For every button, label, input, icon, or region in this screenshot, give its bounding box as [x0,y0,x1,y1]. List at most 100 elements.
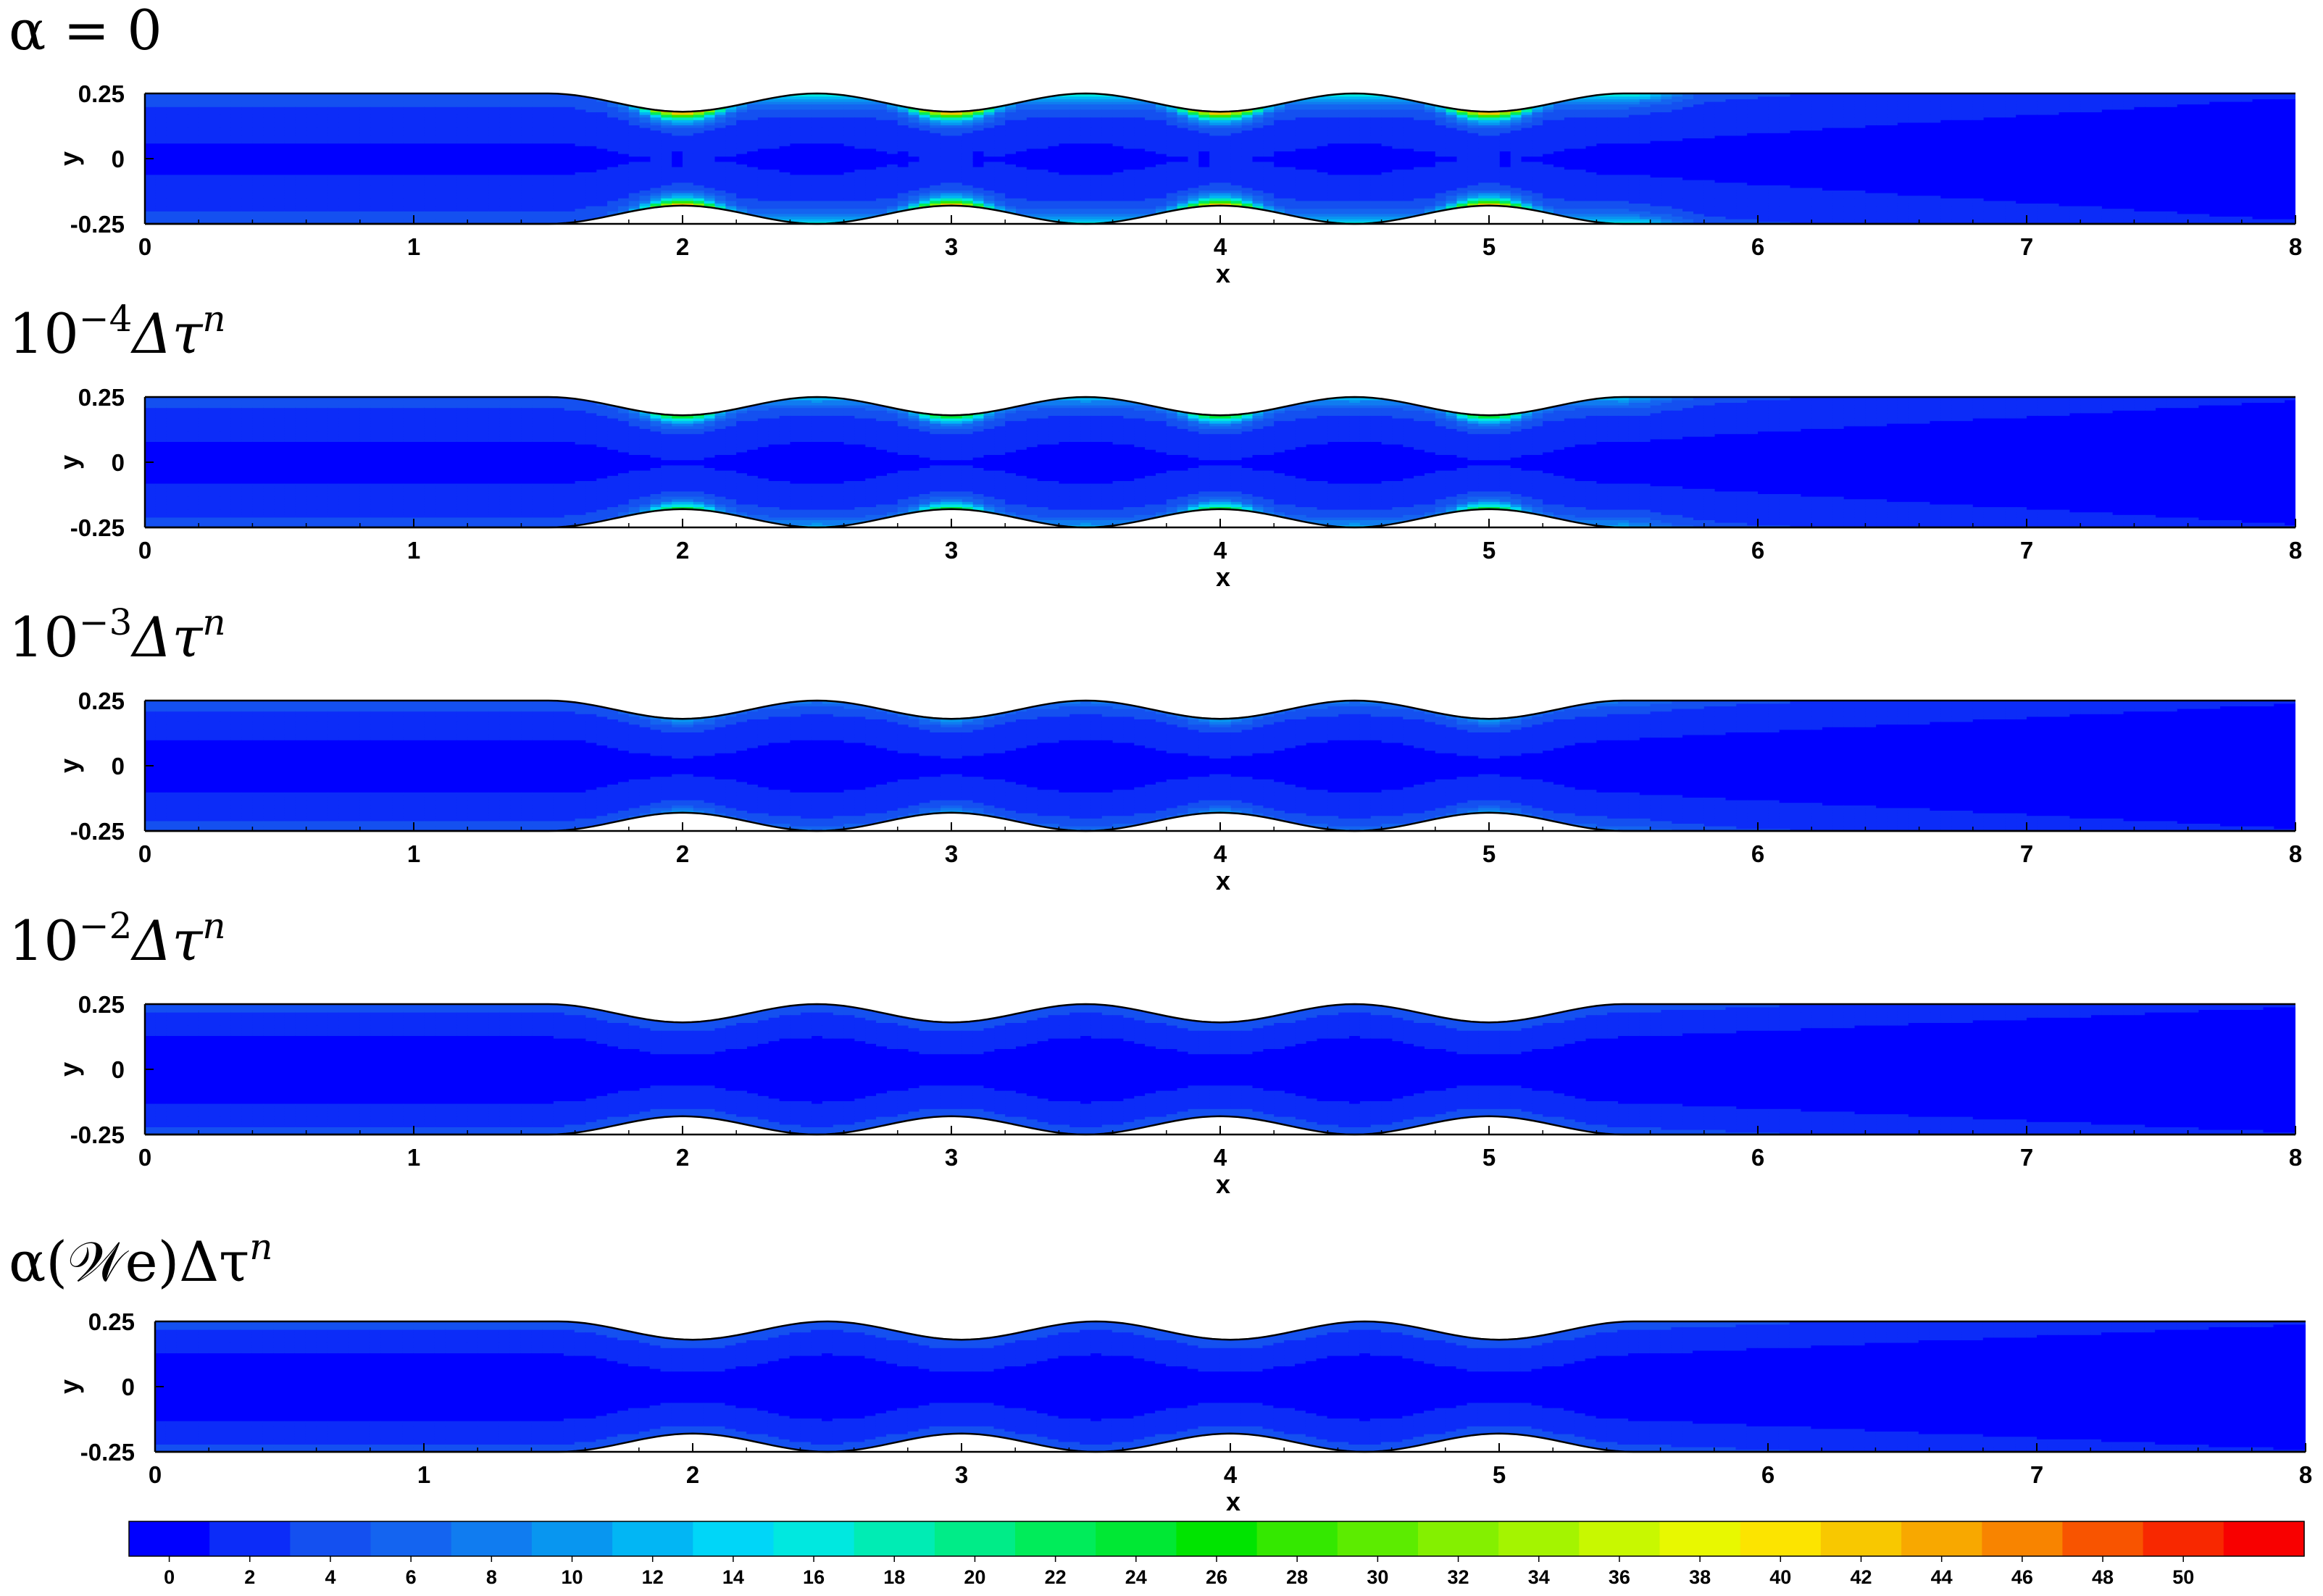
panel-title: 10−2Δτn [9,905,226,973]
y-axis-label: y [54,1062,84,1077]
x-tick-label: 1 [417,1461,430,1488]
x-tick-label: 0 [138,233,151,260]
x-tick-label: 2 [686,1461,699,1488]
y-tick-label: 0.25 [88,1308,135,1335]
y-tick-label: 0 [122,1374,135,1400]
colorbar-swatch [370,1521,452,1556]
panel-2: 10−4Δτn 0 1 2 3 4 5 6 7 8 0.25 0 -0.25 x y [9,298,2302,592]
x-tick-label: 2 [676,233,689,260]
x-tick-label: 8 [2289,233,2302,260]
colorbar-tick-label: 6 [406,1566,417,1588]
y-tick-label: -0.25 [70,818,125,845]
y-tick-label: 0 [112,753,125,780]
y-axis-label: y [54,455,84,469]
panel-5: α(𝒲e)Δτn 0 1 2 3 4 5 6 7 8 0.25 0 -0.25 x y [9,1226,2312,1516]
colorbar-swatch [451,1521,533,1556]
colorbar-swatch [129,1521,210,1556]
x-tick-label: 2 [676,1144,689,1171]
colorbar-swatch [1096,1521,1177,1556]
x-axis-label: x [1226,1487,1240,1516]
colorbar-tick-label: 18 [883,1566,905,1588]
x-tick-label: 6 [1751,537,1764,564]
x-tick-label: 5 [1493,1461,1506,1488]
colorbar-tick-label: 10 [561,1566,583,1588]
colorbar-tick-label: 28 [1286,1566,1308,1588]
colorbar-tick-label: 24 [1125,1566,1147,1588]
colorbar-swatch [1659,1521,1741,1556]
x-tick-label: 3 [945,1144,958,1171]
colorbar-swatch [1418,1521,1499,1556]
x-tick-label: 5 [1482,840,1496,867]
y-tick-label: 0 [112,146,125,172]
colorbar-tick-label: 26 [1206,1566,1227,1588]
panel-4: 10−2Δτn 0 1 2 3 4 5 6 7 8 0.25 0 -0.25 x y [9,905,2302,1199]
x-tick-label: 6 [1751,233,1764,260]
colorbar-tick-label: 2 [244,1566,255,1588]
y-tick-label: 0.25 [78,991,125,1018]
x-tick-label: 3 [945,537,958,564]
upper-wall [145,396,2295,417]
x-tick-label: 2 [676,537,689,564]
x-tick-label: 7 [2020,1144,2033,1171]
x-tick-label: 7 [2020,840,2033,867]
x-axis-label: x [1216,1169,1230,1199]
colorbar-swatch [1498,1521,1580,1556]
x-axis-label: x [1216,259,1230,288]
contour-field [155,1321,2306,1452]
x-tick-label: 0 [138,537,151,564]
x-tick-label: 1 [407,840,420,867]
x-tick-label: 4 [1214,840,1227,867]
x-tick-label: 6 [1751,1144,1764,1171]
colorbar-swatch [531,1521,613,1556]
colorbar-tick-label: 34 [1528,1566,1550,1588]
colorbar-tick-label: 38 [1689,1566,1711,1588]
colorbar-tick-label: 42 [1850,1566,1872,1588]
colorbar-tick-label: 50 [2172,1566,2194,1588]
upper-wall [145,699,2295,720]
x-tick-label: 6 [1761,1461,1774,1488]
colorbar-tick-label: 30 [1367,1566,1388,1588]
x-tick-label: 3 [955,1461,968,1488]
x-tick-label: 2 [676,840,689,867]
panel-1: α = 0 0 1 2 3 4 5 6 7 8 0.25 0 -0.25 x y [9,0,2302,288]
colorbar-swatch [693,1521,775,1556]
colorbar-swatch [2143,1521,2224,1556]
panel-title: 10−3Δτn [9,601,226,669]
x-tick-label: 0 [149,1461,162,1488]
x-tick-label: 7 [2020,537,2033,564]
x-tick-label: 5 [1482,233,1496,260]
x-tick-label: 3 [945,840,958,867]
colorbar-swatch [290,1521,372,1556]
x-tick-label: 0 [138,1144,151,1171]
colorbar-tick-label: 22 [1045,1566,1067,1588]
colorbar-tick-label: 32 [1448,1566,1469,1588]
x-tick-label: 4 [1214,233,1227,260]
colorbar: 0 2 4 6 8 10 12 14 16 18 20 22 24 26 28 30 32 34 36 38 40 42 4… [128,1521,2305,1588]
x-tick-label: 1 [407,233,420,260]
colorbar-tick-label: 0 [164,1566,175,1588]
y-tick-label: -0.25 [70,211,125,238]
x-axis-label: x [1216,562,1230,592]
contour-field [145,1004,2295,1135]
colorbar-tick-label: 12 [642,1566,664,1588]
colorbar-swatch [1901,1521,1982,1556]
colorbar-tick-label: 4 [325,1566,335,1588]
colorbar-swatch [1256,1521,1338,1556]
y-tick-label: -0.25 [70,514,125,541]
y-tick-label: -0.25 [80,1439,135,1466]
x-tick-label: 8 [2289,1144,2302,1171]
panel-title: α(𝒲e)Δτn [9,1226,272,1294]
y-tick-label: -0.25 [70,1121,125,1148]
panel-title: α = 0 [9,0,162,62]
colorbar-swatch [1176,1521,1258,1556]
colorbar-swatch [934,1521,1016,1556]
colorbar-tick-label: 16 [803,1566,825,1588]
colorbar-tick-label: 36 [1609,1566,1630,1588]
y-tick-label: 0.25 [78,80,125,107]
colorbar-swatch [773,1521,855,1556]
x-tick-label: 4 [1214,537,1227,564]
x-axis-label: x [1216,866,1230,895]
x-tick-label: 3 [945,233,958,260]
x-tick-label: 8 [2299,1461,2312,1488]
